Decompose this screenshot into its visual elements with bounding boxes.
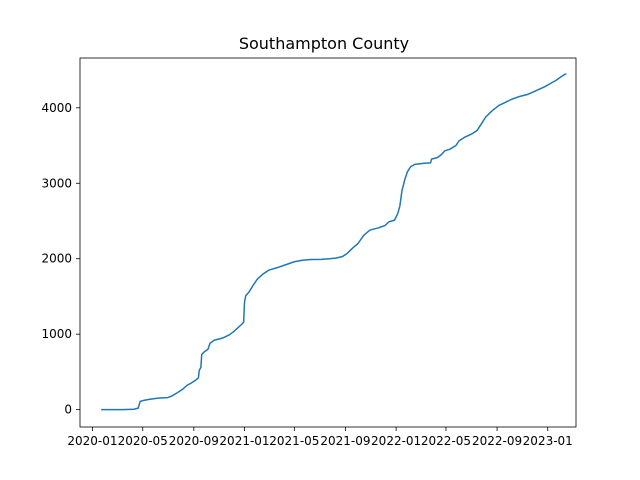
x-tick-label: 2020-09 [169,434,219,448]
y-tick-label: 4000 [41,101,72,115]
x-tick-label: 2021-05 [269,434,319,448]
x-tick-label: 2022-01 [371,434,421,448]
y-tick-label: 3000 [41,176,72,190]
plot-frame [79,57,577,428]
y-tick-label: 0 [64,403,72,417]
series-line [101,73,567,411]
y-tick-label: 2000 [41,252,72,266]
plot-marks [101,73,567,411]
x-tick-label: 2021-01 [219,434,269,448]
x-tick-label: 2023-01 [523,434,573,448]
x-tick-label: 2021-09 [320,434,370,448]
x-tick-label: 2020-05 [118,434,168,448]
y-tick-label: 1000 [41,327,72,341]
x-tick-label: 2022-05 [421,434,471,448]
x-tick-label: 2022-09 [472,434,522,448]
x-tick-label: 2020-01 [67,434,117,448]
axes: 2020-01 2020-05 2020-09 2021-01 2021-05 2021-… [41,57,577,448]
chart-title: Southampton County [239,34,409,53]
